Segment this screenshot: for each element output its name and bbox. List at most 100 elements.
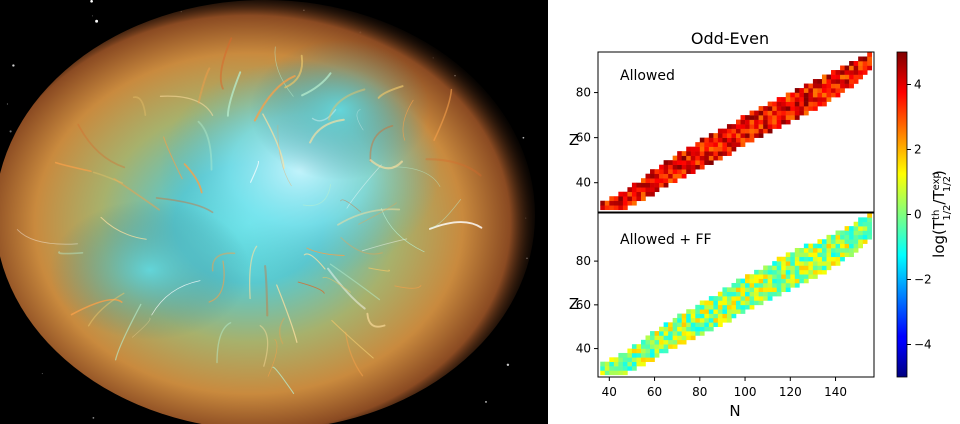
nebula-filament <box>358 202 397 225</box>
nebula-filament <box>211 252 236 272</box>
heatmap-cell <box>862 61 868 66</box>
heatmap-cell <box>776 269 782 275</box>
heatmap-cell <box>840 230 845 236</box>
heatmap-cell <box>767 296 773 301</box>
heatmap-cell <box>677 326 682 332</box>
heatmap-cell <box>722 137 728 143</box>
heatmap-cell <box>704 304 710 310</box>
heatmap-cell <box>849 243 854 249</box>
heatmap-cell <box>618 191 624 197</box>
heatmap-cell <box>776 274 782 279</box>
heatmap-cell <box>812 243 818 249</box>
heatmap-cell <box>681 339 687 345</box>
heatmap-cell <box>799 97 805 102</box>
heatmap-cell <box>740 296 746 301</box>
heatmap-cell <box>690 326 696 332</box>
heatmap-cell <box>736 119 741 125</box>
heatmap-cell <box>803 101 809 107</box>
nebula-filament <box>183 163 203 194</box>
nebula-filament <box>197 67 211 104</box>
heatmap-cell <box>740 115 746 120</box>
heatmap-cell <box>654 348 660 354</box>
heatmap-cell <box>713 155 719 161</box>
heatmap-cells <box>600 213 873 376</box>
heatmap-cell <box>799 261 805 266</box>
heatmap-cell <box>704 137 710 143</box>
heatmap-cell <box>794 92 800 98</box>
heatmap-cell <box>849 74 854 80</box>
heatmap-cell <box>717 296 723 301</box>
heatmap-cell <box>736 309 741 314</box>
heatmap-cell <box>695 317 701 323</box>
heatmap-cell <box>803 278 809 284</box>
heatmap-cell <box>736 124 741 129</box>
nebula-filament <box>356 109 364 131</box>
heatmap-cell <box>713 151 719 156</box>
heatmap-cell <box>717 128 723 134</box>
heatmap-cell <box>717 142 723 147</box>
heatmap-cell <box>821 83 827 89</box>
nebula-filament <box>327 88 366 121</box>
star <box>90 0 93 3</box>
heatmap-cell <box>790 106 796 111</box>
heatmap-cell <box>817 247 823 253</box>
heatmap-cell <box>663 331 669 336</box>
heatmap-cell <box>708 296 714 301</box>
heatmap-cell <box>758 274 764 279</box>
heatmap-cell <box>686 313 692 319</box>
heatmap-cell <box>826 239 832 244</box>
heatmap-cell <box>758 110 764 116</box>
heatmap-cell <box>713 317 719 323</box>
heatmap-cell <box>767 101 773 107</box>
heatmap-cell <box>668 331 673 336</box>
heatmap-cell <box>659 339 664 345</box>
heatmap-cell <box>722 128 728 134</box>
heatmap-cell <box>726 304 732 310</box>
heatmap-cell <box>794 110 800 116</box>
heatmap-cell <box>844 239 850 244</box>
heatmap-cell <box>844 74 850 80</box>
heatmap-cell <box>835 92 841 98</box>
heatmap-cell <box>849 247 854 253</box>
heatmap-cell <box>704 151 710 156</box>
heatmap-cell <box>803 92 809 98</box>
heatmap-cell <box>708 313 714 319</box>
heatmap-cell <box>736 287 741 293</box>
heatmap-cell <box>677 164 682 170</box>
heatmap-cell <box>704 309 710 314</box>
heatmap-cell <box>745 119 750 125</box>
heatmap-cell <box>704 322 710 327</box>
heatmap-cell <box>650 173 655 179</box>
nebula-filament <box>380 207 425 253</box>
heatmap-cell <box>640 178 646 184</box>
heatmap-cell <box>645 178 651 184</box>
heatmap-cell <box>772 282 778 288</box>
heatmap-cell <box>740 287 746 293</box>
heatmap-cell <box>754 278 759 284</box>
heatmap-cell <box>650 357 655 362</box>
heatmap-cell <box>659 348 664 354</box>
heatmap-cell <box>808 88 814 93</box>
heatmap-cell <box>776 97 782 102</box>
heatmap-cell <box>817 252 823 258</box>
heatmap-cell <box>867 234 873 240</box>
heatmap-cell <box>794 247 800 253</box>
nebula-filament <box>311 109 337 122</box>
heatmap-cell <box>867 65 873 71</box>
heatmap-cell <box>794 269 800 275</box>
heatmap-cell <box>812 261 818 266</box>
heatmap-cell <box>736 133 741 138</box>
heatmap-cell <box>631 200 637 206</box>
heatmap-cell <box>790 252 796 258</box>
heatmap-cell <box>812 106 818 111</box>
heatmap-cell <box>663 322 669 327</box>
heatmap-cell <box>781 97 787 102</box>
heatmap-cell <box>767 265 773 271</box>
heatmap-cell <box>785 278 791 284</box>
heatmap-cell <box>849 226 854 231</box>
heatmap-cell <box>785 256 791 262</box>
heatmap-cell <box>631 187 637 193</box>
heatmap-cell <box>767 124 773 129</box>
heatmap-cell <box>726 142 732 147</box>
